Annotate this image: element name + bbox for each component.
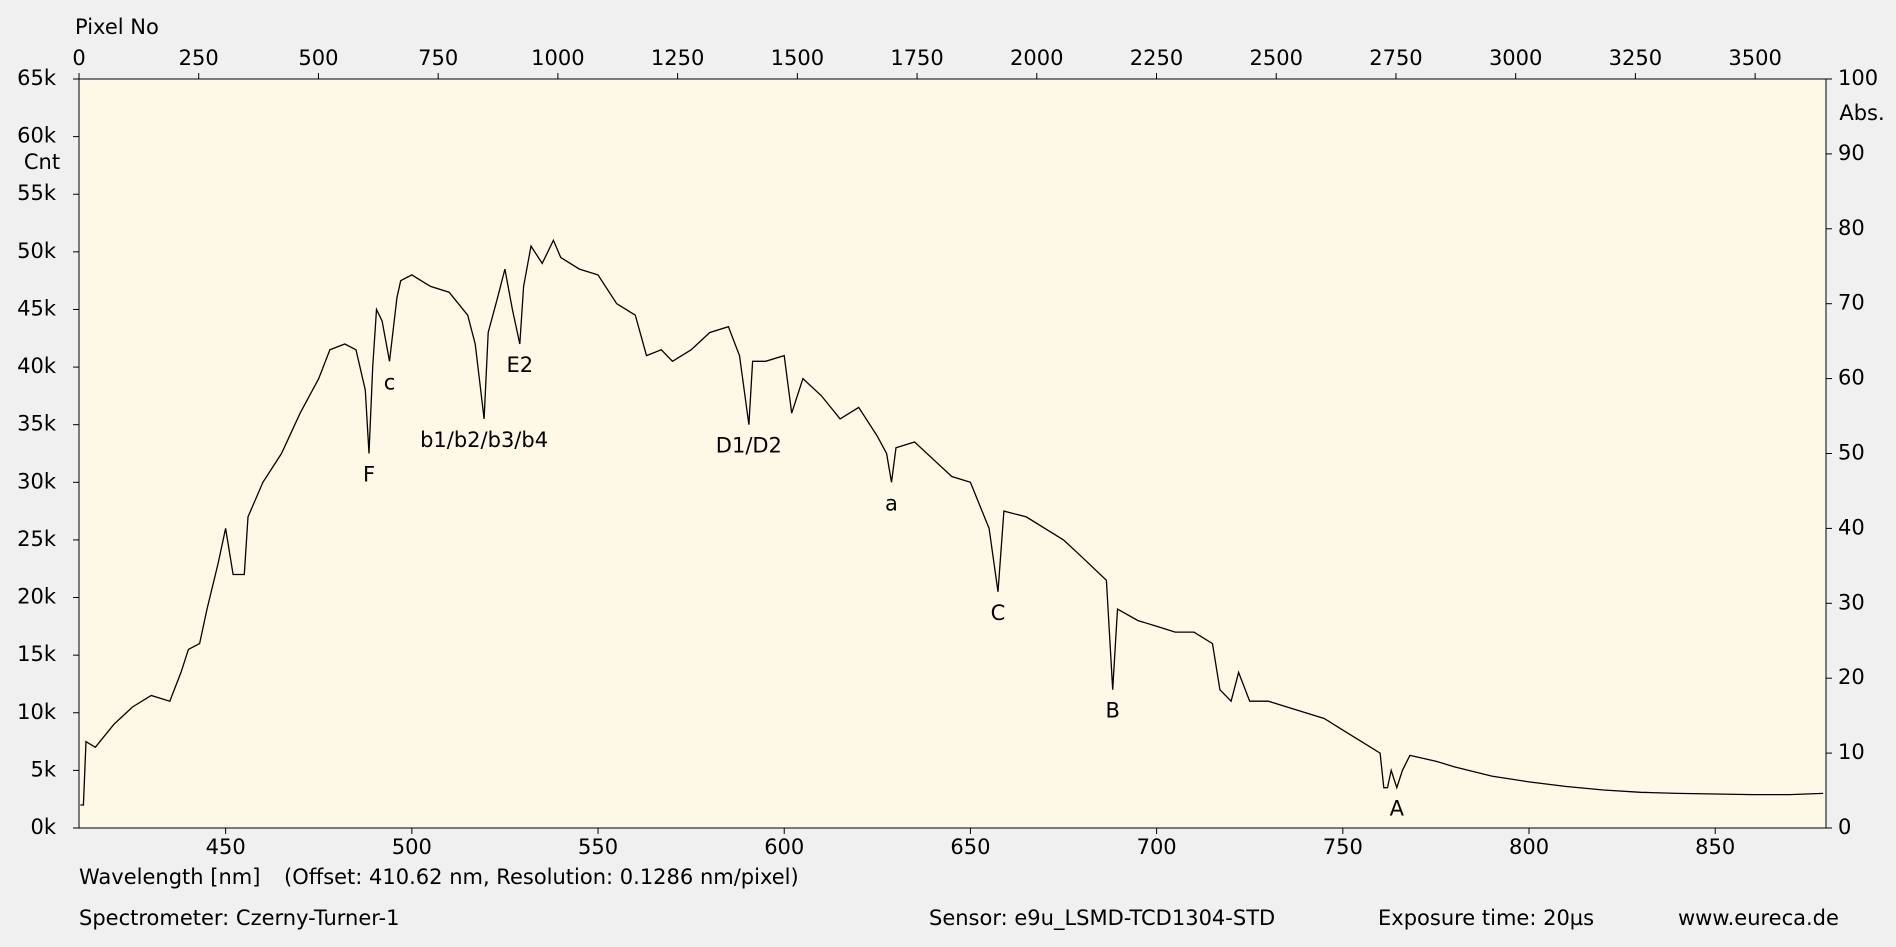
x-tick-label: 750: [1323, 835, 1363, 859]
x2-tick-label: 3500: [1728, 46, 1781, 70]
x2-axis-label: Pixel No: [75, 15, 159, 39]
x2-tick-label: 500: [298, 46, 338, 70]
x2-tick-label: 3000: [1489, 46, 1542, 70]
x2-tick-label: 2250: [1130, 46, 1183, 70]
y2-tick-label: 0: [1838, 815, 1851, 839]
plot-area: [78, 78, 1827, 829]
y-tick-label: 30k: [17, 469, 57, 493]
y-tick-label: 60k: [17, 124, 57, 148]
x2-tick-label: 250: [179, 46, 219, 70]
footer-site: www.eureca.de: [1678, 906, 1839, 930]
y-axis-label: Cnt: [24, 150, 60, 174]
y-tick-label: 20k: [17, 585, 57, 609]
annotation: B: [1105, 699, 1119, 723]
x-tick-label: 600: [764, 835, 804, 859]
annotation: D1/D2: [716, 434, 782, 458]
x-tick-label: 500: [392, 835, 432, 859]
y-tick-label: 50k: [17, 239, 57, 263]
x2-tick-label: 3250: [1609, 46, 1662, 70]
footer-sensor: Sensor: e9u_LSMD-TCD1304-STD: [929, 906, 1275, 931]
y-tick-label: 65k: [17, 66, 57, 90]
annotation: c: [384, 370, 396, 394]
y-tick-label: 55k: [17, 181, 57, 205]
x-axis-note: (Offset: 410.62 nm, Resolution: 0.1286 n…: [284, 865, 799, 889]
x-tick-label: 450: [206, 835, 246, 859]
y-tick-label: 45k: [17, 296, 57, 320]
x2-tick-label: 1500: [771, 46, 824, 70]
y-tick-label: 40k: [17, 354, 57, 378]
x-tick-label: 650: [950, 835, 990, 859]
y2-tick-label: 90: [1838, 141, 1865, 165]
x2-tick-label: 2000: [1010, 46, 1063, 70]
spectrum-line: [80, 238, 1824, 806]
footer-spectrometer: Spectrometer: Czerny-Turner-1: [79, 906, 400, 930]
y-tick-label: 5k: [30, 757, 56, 781]
y2-tick-label: 30: [1838, 590, 1865, 614]
footer-exposure: Exposure time: 20µs: [1378, 906, 1594, 930]
x2-tick-label: 1000: [531, 46, 584, 70]
y2-tick-label: 100: [1838, 66, 1878, 90]
x-tick-label: 800: [1509, 835, 1549, 859]
y2-tick-label: 20: [1838, 665, 1865, 689]
y2-tick-label: 10: [1838, 740, 1865, 764]
annotation: F: [363, 463, 375, 487]
y2-axis-label: Abs.: [1839, 101, 1884, 125]
x2-tick-label: 1750: [890, 46, 943, 70]
y2-tick-label: 60: [1838, 366, 1865, 390]
annotation: b1/b2/b3/b4: [420, 428, 548, 452]
x-tick-label: 700: [1137, 835, 1177, 859]
x2-tick-label: 0: [72, 46, 85, 70]
annotation: a: [885, 491, 898, 515]
x2-tick-label: 2500: [1250, 46, 1303, 70]
x-axis-label: Wavelength [nm]: [79, 865, 260, 889]
annotation: A: [1390, 797, 1405, 821]
y-tick-label: 0k: [30, 815, 56, 839]
y2-tick-label: 50: [1838, 441, 1865, 465]
y2-tick-label: 80: [1838, 216, 1865, 240]
y-tick-label: 25k: [17, 527, 57, 551]
x2-tick-label: 2750: [1369, 46, 1422, 70]
annotation: E2: [507, 353, 534, 377]
x2-tick-label: 750: [418, 46, 458, 70]
x2-tick-label: 1250: [651, 46, 704, 70]
x-tick-label: 550: [578, 835, 618, 859]
y-tick-label: 35k: [17, 412, 57, 436]
annotation: C: [991, 601, 1006, 625]
y2-tick-label: 40: [1838, 515, 1865, 539]
y-tick-label: 15k: [17, 642, 57, 666]
y2-tick-label: 70: [1838, 291, 1865, 315]
y-tick-label: 10k: [17, 700, 57, 724]
x-tick-label: 850: [1695, 835, 1735, 859]
